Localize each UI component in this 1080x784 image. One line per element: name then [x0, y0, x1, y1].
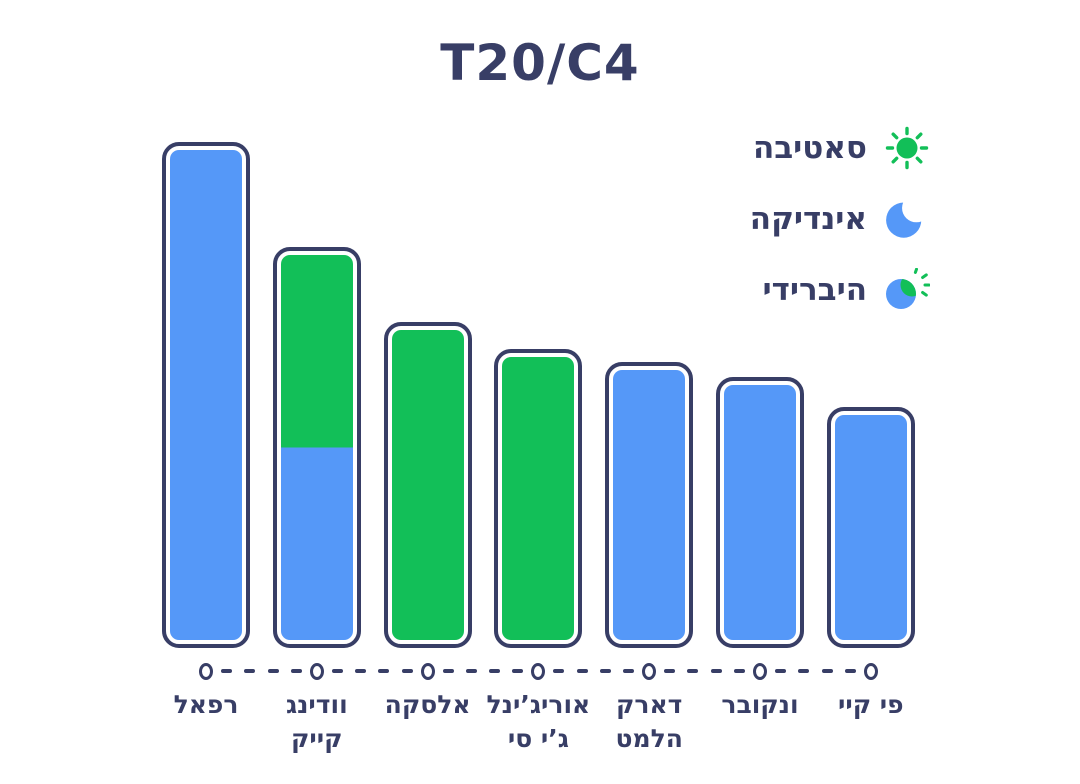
axis-label-line: דארק — [616, 690, 683, 719]
axis-dot-vancouver — [753, 662, 767, 680]
axis-dash — [401, 668, 413, 674]
legend-label-hybrid: היברידי — [762, 271, 867, 308]
axis-label-line: אוריג’ינל — [486, 690, 591, 719]
axis-label-line: הלמט — [615, 724, 683, 753]
axis-dot-wedding-cake — [309, 662, 324, 680]
axis-dash — [623, 668, 635, 674]
axis-dash — [290, 668, 302, 674]
legend-item-indica: אינדיקה — [750, 183, 930, 254]
axis-label-line: ג’י סי — [507, 724, 569, 753]
legend-item-hybrid: היברידי — [750, 254, 930, 325]
axis-dash — [512, 668, 524, 674]
bar-dark-helmet — [605, 362, 694, 648]
axis-dot-alaska — [420, 662, 435, 680]
bar-fill-p-k — [834, 415, 907, 640]
axis-label-vancouver: ונקובר — [696, 688, 824, 722]
sun-icon — [884, 126, 930, 170]
bar-fill-original-gc — [502, 357, 575, 640]
axis-label-line: קייק — [291, 724, 343, 753]
axis-label-rafael: רפאל — [142, 688, 270, 722]
axis-label-original-gc: אוריג’ינל ג’י סי — [474, 688, 602, 756]
legend: סאטיבה אינדיקה — [750, 112, 930, 325]
axis-dash — [734, 668, 745, 674]
legend-label-sativa: סאטיבה — [752, 129, 867, 166]
sun-moon-icon — [884, 267, 930, 312]
axis-dash — [331, 668, 343, 674]
bar-vancouver — [716, 377, 804, 648]
axis-dash — [489, 668, 501, 674]
axis-dash — [844, 668, 856, 674]
bar-fill-dark-helmet — [613, 370, 686, 640]
chart-title: T20/C4 — [440, 34, 640, 92]
axis-label-line: ונקובר — [721, 690, 799, 719]
axis-dot-original-gc — [531, 662, 546, 680]
bar-p-k — [826, 407, 915, 648]
axis-dash — [244, 668, 256, 674]
axis-label-line: רפאל — [173, 690, 239, 719]
axis-label-dark-helmet: דארק הלמט — [585, 688, 713, 756]
legend-label-indica: אינדיקה — [749, 200, 867, 237]
axis-dot-dark-helmet — [642, 662, 657, 680]
axis-label-p-k: פי קיי — [807, 688, 935, 722]
axis-dash — [775, 668, 786, 674]
axis-dash — [710, 668, 722, 674]
bar-fill-rafael — [170, 150, 242, 640]
bar-rafael — [162, 142, 250, 648]
axis-dash — [355, 668, 367, 674]
axis-dash — [553, 668, 565, 674]
bar-alaska — [383, 322, 472, 648]
axis-label-line: וודינג — [285, 690, 348, 719]
axis-label-alaska: אלסקה — [364, 688, 492, 722]
axis-dash — [267, 668, 279, 674]
axis-dot-rafael — [199, 662, 213, 680]
axis-dash — [378, 668, 390, 674]
axis-dash — [576, 668, 588, 674]
axis-label-wedding-cake: וודינג קייק — [253, 688, 381, 756]
axis-dash — [442, 668, 454, 674]
axis-dash — [465, 668, 477, 674]
axis-dash — [221, 668, 232, 674]
axis-dash — [798, 668, 810, 674]
bar-fill-wedding-cake — [280, 255, 353, 640]
legend-item-sativa: סאטיבה — [750, 112, 930, 183]
axis-dash — [664, 668, 676, 674]
bar-original-gc — [494, 349, 583, 648]
bar-fill-alaska — [391, 330, 464, 640]
axis-label-line: פי קיי — [837, 690, 904, 719]
axis-dash — [599, 668, 611, 674]
axis-label-line: אלסקה — [384, 690, 471, 719]
bar-wedding-cake — [272, 247, 361, 648]
bar-fill-vancouver — [724, 385, 796, 640]
axis-dot-p-k — [863, 662, 878, 680]
axis-dash — [687, 668, 699, 674]
axis-dash — [821, 668, 833, 674]
moon-icon — [884, 196, 930, 241]
